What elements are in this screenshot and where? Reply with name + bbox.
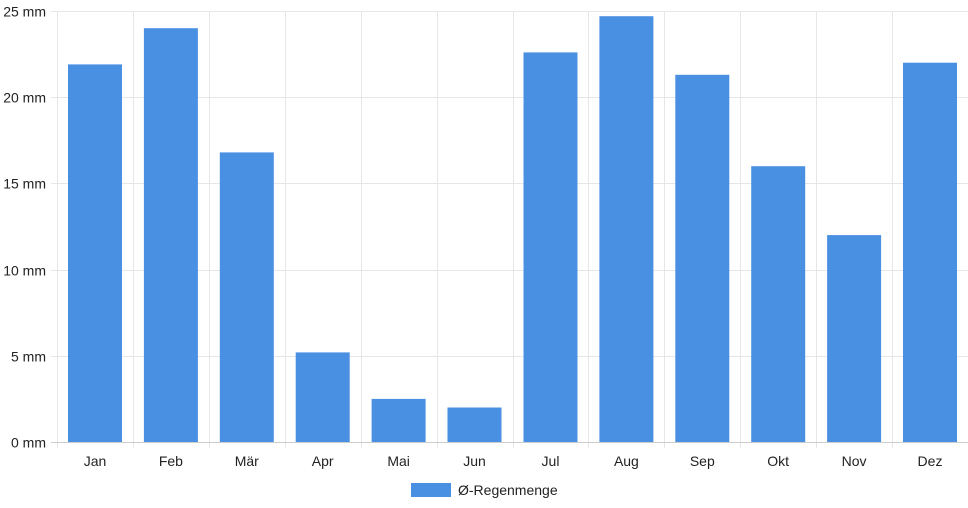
bar-sep[interactable] bbox=[675, 74, 730, 443]
x-tick-label: Okt bbox=[767, 453, 789, 469]
bar-jan[interactable] bbox=[68, 64, 122, 443]
y-axis-tick-labels: 0 mm 5 mm 10 mm 15 mm 20 mm 25 mm bbox=[3, 4, 46, 451]
x-tick-label: Mai bbox=[387, 453, 410, 469]
bar-jul[interactable] bbox=[523, 52, 578, 443]
x-axis-tick-labels: Jan Feb Mär Apr Mai Jun Jul Aug Sep Okt Nov Dez bbox=[84, 453, 943, 469]
x-tick-label: Jan bbox=[84, 453, 107, 469]
bar-okt[interactable] bbox=[751, 166, 806, 442]
bar-aug[interactable] bbox=[599, 16, 654, 442]
bar-mai[interactable] bbox=[371, 398, 426, 442]
bar-feb[interactable] bbox=[143, 28, 198, 442]
bar-apr[interactable] bbox=[295, 352, 350, 442]
x-tick-label: Feb bbox=[159, 453, 183, 469]
y-tick-label: 0 mm bbox=[11, 435, 46, 451]
legend-label[interactable]: Ø-Regenmenge bbox=[458, 482, 558, 498]
y-tick-label: 20 mm bbox=[3, 90, 46, 106]
x-tick-label: Apr bbox=[312, 453, 334, 469]
x-tick-label: Jul bbox=[542, 453, 560, 469]
x-tick-label: Nov bbox=[842, 453, 867, 469]
legend[interactable]: Ø-Regenmenge bbox=[411, 482, 558, 498]
y-tick-label: 25 mm bbox=[3, 4, 46, 20]
x-tick-label: Sep bbox=[690, 453, 715, 469]
bar-jun[interactable] bbox=[447, 407, 502, 443]
grid-lines bbox=[51, 11, 968, 448]
bar-mär[interactable] bbox=[219, 152, 274, 442]
y-tick-label: 5 mm bbox=[11, 349, 46, 365]
x-tick-label: Jun bbox=[463, 453, 486, 469]
x-tick-label: Mär bbox=[235, 453, 259, 469]
bars bbox=[68, 16, 957, 443]
x-tick-label: Dez bbox=[918, 453, 943, 469]
y-tick-label: 15 mm bbox=[3, 176, 46, 192]
y-tick-label: 10 mm bbox=[3, 263, 46, 279]
bar-dez[interactable] bbox=[903, 62, 957, 442]
legend-swatch[interactable] bbox=[411, 483, 451, 497]
x-tick-label: Aug bbox=[614, 453, 639, 469]
bar-nov[interactable] bbox=[827, 235, 882, 442]
